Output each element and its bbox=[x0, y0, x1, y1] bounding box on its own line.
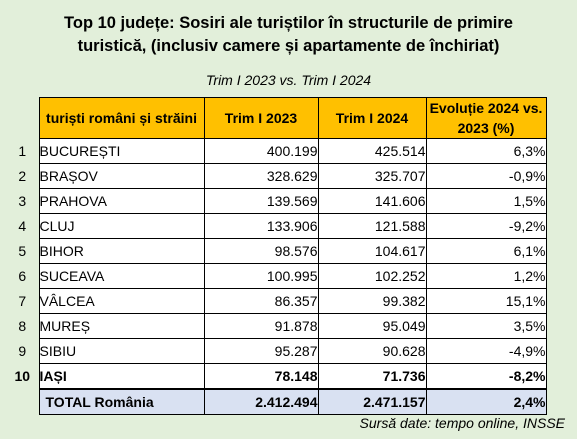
evolution-cell: -0,9% bbox=[425, 163, 547, 189]
q2024-cell: 102.252 bbox=[317, 263, 427, 289]
q2024-cell: 71.736 bbox=[317, 363, 427, 390]
table-row: 3 PRAHOVA 139.569 141.606 1,5% bbox=[6, 188, 547, 214]
rank-cell: 3 bbox=[18, 193, 27, 209]
q2024-cell: 104.617 bbox=[317, 238, 427, 264]
q2023-cell: 328.629 bbox=[203, 163, 319, 189]
county-name-cell: BUCUREȘTI bbox=[38, 138, 205, 164]
total-row: TOTAL România 2.412.494 2.471.157 2,4% bbox=[6, 388, 547, 415]
table-row: 8 MUREȘ 91.878 95.049 3,5% bbox=[6, 313, 547, 339]
county-name-cell: MUREȘ bbox=[38, 313, 205, 339]
table-row: 10 IAȘI 78.148 71.736 -8,2% bbox=[6, 363, 547, 390]
rank-header bbox=[6, 98, 39, 139]
rank-cell: 4 bbox=[18, 218, 27, 234]
rank-cell: 1 bbox=[18, 143, 27, 159]
evolution-cell: 6,3% bbox=[425, 138, 547, 164]
header-evolution: Evoluție 2024 vs. 2023 (%) bbox=[425, 97, 547, 139]
q2023-cell: 86.357 bbox=[203, 288, 319, 314]
rank-cell: 6 bbox=[18, 268, 27, 284]
q2024-cell: 121.588 bbox=[317, 213, 427, 239]
table-row: 2 BRAȘOV 328.629 325.707 -0,9% bbox=[6, 163, 547, 189]
q2023-cell: 400.199 bbox=[203, 138, 319, 164]
title-line-2: turistică, (inclusiv camere și apartamen… bbox=[77, 37, 500, 55]
total-evolution: 2,4% bbox=[425, 388, 547, 415]
table-row: 5 BIHOR 98.576 104.617 6,1% bbox=[6, 238, 547, 264]
total-q2023: 2.412.494 bbox=[203, 388, 319, 415]
evolution-cell: -8,2% bbox=[425, 363, 547, 390]
county-name-cell: SIBIU bbox=[38, 338, 205, 364]
q2023-cell: 78.148 bbox=[203, 363, 319, 390]
county-name-cell: BRAȘOV bbox=[38, 163, 205, 189]
q2023-cell: 133.906 bbox=[203, 213, 319, 239]
total-rank bbox=[6, 389, 39, 415]
data-table: turiști români și străini Trim I 2023 Tr… bbox=[6, 97, 547, 415]
county-name-cell: CLUJ bbox=[38, 213, 205, 239]
q2023-cell: 100.995 bbox=[203, 263, 319, 289]
header-row: turiști români și străini Trim I 2023 Tr… bbox=[6, 97, 547, 139]
title-line-1: Top 10 județe: Sosiri ale turiștilor în … bbox=[64, 14, 513, 32]
county-name-cell: IAȘI bbox=[38, 363, 205, 390]
rank-cell: 5 bbox=[18, 243, 27, 259]
table-row: 7 VÂLCEA 86.357 99.382 15,1% bbox=[6, 288, 547, 314]
header-q2023: Trim I 2023 bbox=[203, 97, 319, 139]
county-name-cell: PRAHOVA bbox=[38, 188, 205, 214]
county-name-cell: BIHOR bbox=[38, 238, 205, 264]
rank-cell: 2 bbox=[18, 168, 27, 184]
county-name-cell: VÂLCEA bbox=[38, 288, 205, 314]
evolution-cell: 15,1% bbox=[425, 288, 547, 314]
q2023-cell: 139.569 bbox=[203, 188, 319, 214]
table-row: 1 BUCUREȘTI 400.199 425.514 6,3% bbox=[6, 138, 547, 164]
source-note: Sursă date: tempo online, INSSE bbox=[359, 415, 565, 431]
q2023-cell: 91.878 bbox=[203, 313, 319, 339]
rank-cell: 10 bbox=[14, 368, 31, 385]
header-name: turiști români și străini bbox=[38, 97, 205, 139]
table-row: 4 CLUJ 133.906 121.588 -9,2% bbox=[6, 213, 547, 239]
page-title: Top 10 județe: Sosiri ale turiștilor în … bbox=[0, 12, 577, 58]
table-row: 9 SIBIU 95.287 90.628 -4,9% bbox=[6, 338, 547, 364]
page-subtitle: Trim I 2023 vs. Trim I 2024 bbox=[205, 72, 372, 88]
total-name: TOTAL România bbox=[38, 388, 205, 415]
q2024-cell: 90.628 bbox=[317, 338, 427, 364]
q2024-cell: 141.606 bbox=[317, 188, 427, 214]
q2023-cell: 95.287 bbox=[203, 338, 319, 364]
rank-cell: 9 bbox=[18, 343, 27, 359]
q2024-cell: 99.382 bbox=[317, 288, 427, 314]
evolution-cell: 1,2% bbox=[425, 263, 547, 289]
evolution-cell: -9,2% bbox=[425, 213, 547, 239]
rank-cell: 7 bbox=[18, 293, 27, 309]
q2024-cell: 95.049 bbox=[317, 313, 427, 339]
evolution-cell: 3,5% bbox=[425, 313, 547, 339]
county-name-cell: SUCEAVA bbox=[38, 263, 205, 289]
evolution-cell: -4,9% bbox=[425, 338, 547, 364]
evolution-cell: 6,1% bbox=[425, 238, 547, 264]
q2023-cell: 98.576 bbox=[203, 238, 319, 264]
evolution-cell: 1,5% bbox=[425, 188, 547, 214]
table-row: 6 SUCEAVA 100.995 102.252 1,2% bbox=[6, 263, 547, 289]
total-q2024: 2.471.157 bbox=[317, 388, 427, 415]
q2024-cell: 425.514 bbox=[317, 138, 427, 164]
q2024-cell: 325.707 bbox=[317, 163, 427, 189]
header-q2024: Trim I 2024 bbox=[317, 97, 427, 139]
rank-cell: 8 bbox=[18, 318, 27, 334]
